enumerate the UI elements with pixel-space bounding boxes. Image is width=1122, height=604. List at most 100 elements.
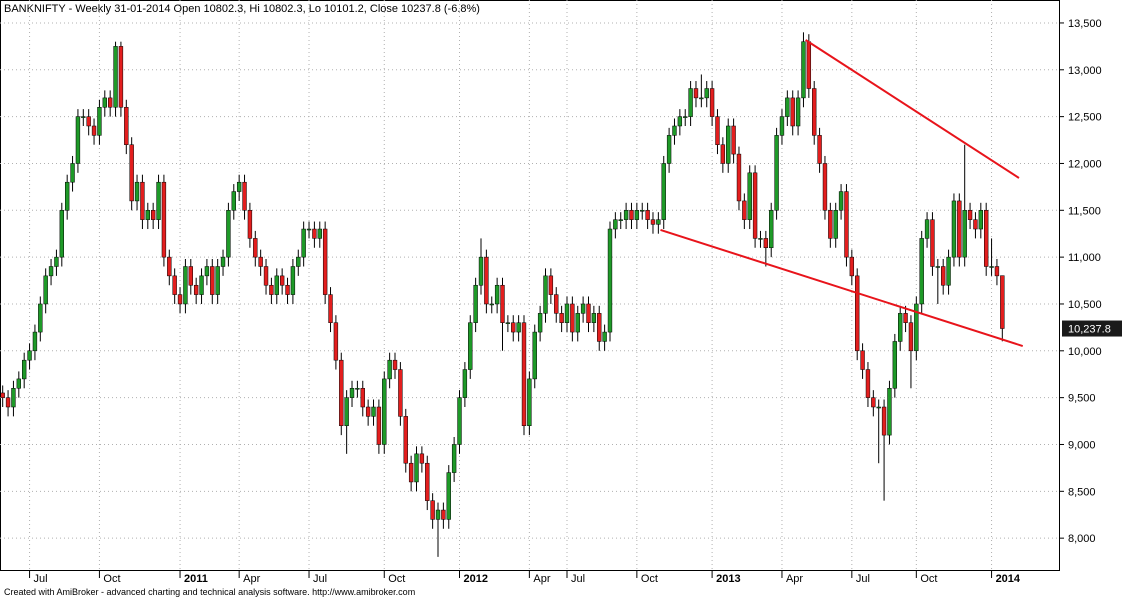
candle-body bbox=[263, 266, 269, 286]
candle-body bbox=[645, 210, 650, 220]
candle-body bbox=[941, 266, 946, 286]
candle-body bbox=[177, 294, 183, 305]
candle-body bbox=[398, 369, 403, 417]
candle-body bbox=[5, 397, 11, 408]
candle-body bbox=[290, 266, 296, 295]
candle-body bbox=[150, 210, 156, 220]
candle-body bbox=[365, 406, 371, 417]
candle-body bbox=[618, 219, 623, 221]
candle-body bbox=[984, 210, 989, 267]
candle-body bbox=[441, 509, 446, 520]
candle-body bbox=[451, 444, 457, 473]
candle-body bbox=[709, 88, 715, 117]
candle-body bbox=[500, 284, 505, 323]
candle-body bbox=[726, 125, 731, 164]
candle-body bbox=[199, 275, 204, 295]
candle-body bbox=[355, 388, 360, 390]
candle-body bbox=[919, 238, 924, 305]
candle-body bbox=[408, 462, 414, 483]
candle-body bbox=[231, 191, 236, 211]
y-tick-label: 11,500 bbox=[1068, 205, 1101, 217]
candle-body bbox=[113, 46, 118, 108]
candle-body bbox=[489, 303, 494, 306]
y-tick-label: 8,500 bbox=[1068, 486, 1096, 498]
candle-body bbox=[903, 313, 908, 323]
candle-body bbox=[575, 313, 580, 333]
candle-body bbox=[812, 88, 817, 136]
candle-body bbox=[924, 219, 930, 239]
candle-body bbox=[91, 125, 97, 136]
candle-body bbox=[779, 116, 785, 136]
candle-body bbox=[656, 219, 661, 225]
candle-body bbox=[107, 97, 113, 108]
x-tick-label: Apr bbox=[243, 573, 260, 585]
y-tick-label: 9,500 bbox=[1068, 393, 1096, 405]
candle-body bbox=[521, 322, 527, 426]
candle-body bbox=[946, 256, 951, 286]
x-tick-label: Apr bbox=[533, 573, 550, 585]
candle-body bbox=[322, 228, 328, 295]
candle-body bbox=[210, 266, 215, 295]
candle-body bbox=[752, 172, 758, 239]
candle-body bbox=[226, 210, 231, 258]
candle-body bbox=[537, 313, 543, 333]
x-tick-label: Jul bbox=[313, 573, 327, 585]
last-price-box bbox=[1062, 320, 1122, 337]
candle-body bbox=[473, 284, 478, 323]
candle-body bbox=[677, 116, 683, 127]
candle-body bbox=[38, 303, 43, 333]
candle-body bbox=[505, 322, 511, 324]
candle-body bbox=[554, 294, 559, 314]
candle-body bbox=[21, 359, 27, 380]
candle-body bbox=[478, 256, 484, 286]
candle-body bbox=[790, 97, 795, 127]
candle-body bbox=[908, 322, 914, 352]
candle-body bbox=[564, 303, 570, 323]
candle-body bbox=[446, 472, 451, 520]
candle-body bbox=[532, 331, 537, 380]
candle-body bbox=[102, 97, 107, 108]
candle-body bbox=[511, 322, 516, 333]
candle-body bbox=[876, 406, 881, 409]
candle-body bbox=[16, 378, 21, 389]
candle-body bbox=[269, 284, 274, 295]
candle-body bbox=[387, 359, 392, 380]
candle-body bbox=[81, 116, 86, 118]
x-tick-label: Oct bbox=[920, 573, 937, 585]
candle-body bbox=[559, 313, 564, 323]
candle-body bbox=[597, 313, 602, 342]
plot-frame bbox=[0, 0, 1060, 571]
candle-body bbox=[172, 275, 177, 295]
candle-body bbox=[849, 256, 855, 277]
candle-body bbox=[392, 359, 398, 370]
candle-body bbox=[118, 46, 124, 108]
candle-body bbox=[591, 313, 597, 323]
candle-body bbox=[86, 116, 91, 127]
candle-body bbox=[220, 256, 226, 267]
footer: Created with AmiBroker - advanced charti… bbox=[4, 587, 415, 597]
x-tick-label: Oct bbox=[103, 573, 120, 585]
candle-body bbox=[828, 210, 833, 239]
candle-body bbox=[376, 406, 382, 445]
candle-body bbox=[333, 322, 339, 361]
candle-body bbox=[360, 388, 365, 408]
candle-body bbox=[838, 191, 844, 211]
candle-body bbox=[833, 210, 838, 239]
candle-body bbox=[548, 275, 554, 295]
candle-body bbox=[693, 88, 699, 99]
candle-body bbox=[167, 256, 172, 277]
candle-body bbox=[914, 303, 919, 352]
candle-body bbox=[704, 88, 709, 99]
candle-body bbox=[736, 153, 742, 202]
candle-body bbox=[769, 210, 774, 249]
candle-body bbox=[258, 256, 263, 267]
candle-body bbox=[989, 266, 994, 268]
candle-body bbox=[64, 181, 70, 211]
candle-body bbox=[156, 181, 161, 220]
candle-body bbox=[602, 331, 607, 342]
candle-body bbox=[75, 116, 81, 164]
candle-body bbox=[204, 266, 210, 277]
candle-body bbox=[935, 266, 941, 268]
candle-body bbox=[296, 256, 301, 267]
x-tick-label: Oct bbox=[641, 573, 658, 585]
